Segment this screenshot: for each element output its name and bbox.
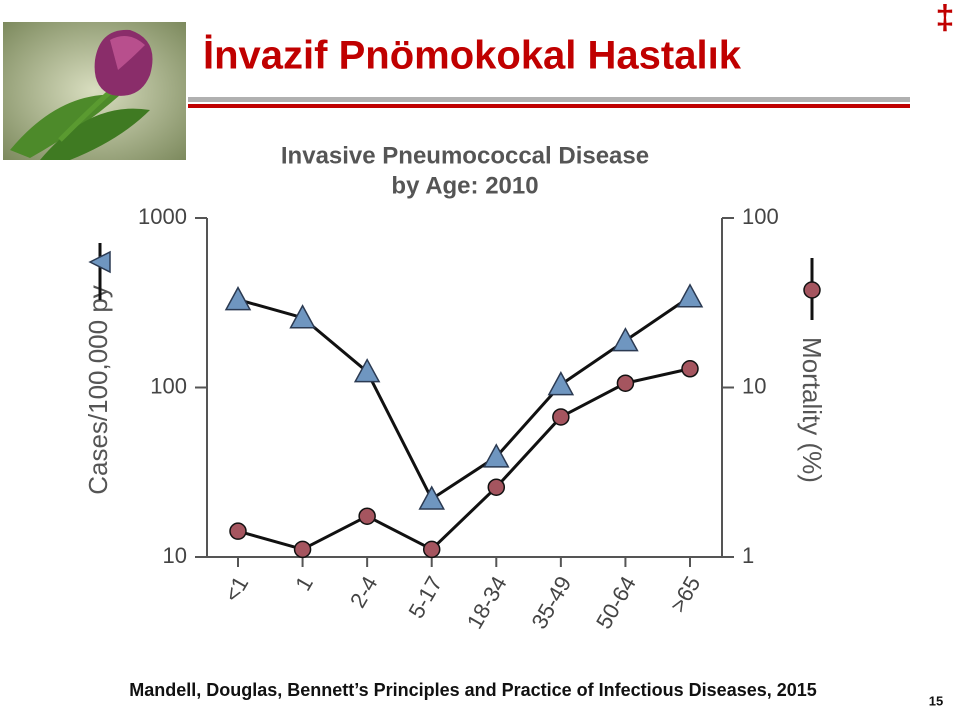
x-tick-label: 2-4 (345, 572, 383, 612)
page-number: 15 (929, 693, 943, 707)
x-tick-label: <1 (219, 572, 253, 606)
marker (676, 283, 704, 308)
x-tick-label: 50-64 (591, 572, 641, 633)
title-rule (188, 97, 910, 102)
tulip-image (3, 22, 186, 160)
marker (483, 443, 510, 468)
title-rule (188, 104, 910, 108)
marker (418, 485, 445, 510)
marker (353, 358, 381, 383)
marker (616, 374, 635, 392)
chart-subtitle: by Age: 2010 (391, 172, 538, 199)
x-tick-label: 35-49 (526, 572, 576, 633)
marker (681, 360, 699, 378)
y-tick-label: 100 (150, 373, 187, 398)
marker (422, 540, 441, 559)
marker (612, 327, 639, 352)
marker (229, 522, 247, 540)
citation: Mandell, Douglas, Bennett’s Principles a… (129, 680, 817, 700)
y2-axis-label: Mortality (%) (797, 337, 827, 483)
y-axis-label: Cases/100,000 py (83, 285, 113, 495)
x-tick-label: 18-34 (462, 572, 512, 633)
y2-tick-label: 100 (742, 204, 779, 229)
series-line (237, 367, 691, 552)
marker (547, 371, 575, 396)
marker (487, 478, 506, 496)
corner-mark: ‡ (936, 0, 955, 37)
y-tick-label: 10 (163, 543, 187, 568)
x-tick-label: 1 (290, 572, 318, 595)
chart-title: Invasive Pneumococcal Disease (281, 142, 649, 169)
marker (293, 540, 312, 559)
slide-title: İnvazif Pnömokokal Hastalık (203, 34, 742, 78)
marker (552, 408, 570, 426)
marker (289, 304, 316, 329)
x-tick-label: >65 (665, 572, 705, 617)
legend-key (88, 243, 821, 320)
marker (358, 507, 376, 525)
y2-tick-label: 10 (742, 373, 766, 398)
y-tick-label: 1000 (138, 204, 187, 229)
x-tick-label: 5-17 (403, 572, 447, 623)
marker (224, 286, 252, 311)
y2-tick-label: 1 (742, 543, 754, 568)
